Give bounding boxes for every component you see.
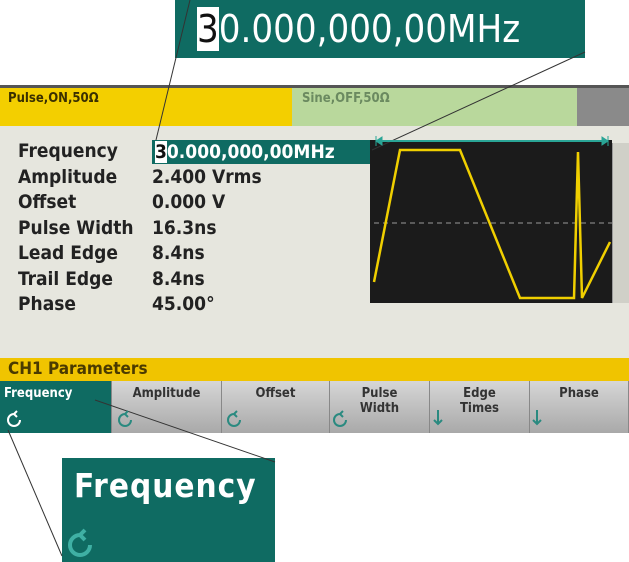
zoom-icon [68, 528, 92, 557]
softkey-icon [7, 410, 21, 427]
parameter-label: Offset [18, 191, 77, 213]
pulse-waveform [372, 148, 612, 300]
period-arrows [375, 136, 609, 146]
zoom-line [94, 399, 276, 463]
softkey-label: Pulse [361, 386, 398, 401]
parameter-value: 45.00° [152, 293, 215, 315]
parameter-label: Amplitude [18, 165, 118, 188]
callout-line [371, 51, 586, 151]
softkey-label: Amplitude [132, 386, 201, 401]
softkey-icon [227, 410, 241, 427]
softkey-icon [118, 410, 132, 427]
waveform-display [370, 140, 612, 303]
channel-2-tab[interactable]: Sine,OFF,50Ω [292, 88, 577, 126]
status-bar: CH1 Parameters [0, 358, 629, 381]
softkey-label: Edge [463, 386, 496, 401]
parameter-label: Trail Edge [18, 267, 113, 290]
parameter-label: Frequency [18, 140, 118, 162]
softkey-label: Phase [559, 386, 599, 401]
zoom-label: Frequency [74, 466, 257, 505]
channel-1-tab[interactable]: Pulse,ON,50Ω [0, 88, 292, 126]
instrument-screen: Pulse,ON,50Ω Sine,OFF,50Ω Frequency Ampli… [0, 85, 629, 433]
parameter-value: 8.4ns [152, 242, 205, 264]
softkey-icon [433, 410, 443, 426]
frequency-value: 0.000,000,00MHz [166, 141, 335, 163]
parameter-label: Lead Edge [18, 242, 118, 264]
frequency-callout: 30.000,000,00MHz [175, 0, 585, 58]
softkey-label: Times [459, 401, 500, 416]
zoom-line [7, 429, 63, 557]
parameter-label: Pulse Width [18, 216, 134, 239]
softkey[interactable]: Pulse Width [330, 381, 430, 433]
softkey[interactable]: Edge Times [430, 381, 530, 433]
parameter-value: 16.3ns [152, 216, 217, 239]
softkey[interactable]: Phase [530, 381, 629, 433]
parameter-value: 8.4ns [152, 267, 205, 290]
softkey-zoom: Frequency [62, 458, 275, 562]
softkey-label: Width [359, 401, 400, 416]
cursor-digit: 3 [155, 141, 167, 163]
softkey-label: Offset [255, 386, 296, 401]
tab-filler [577, 88, 629, 126]
callout-line [155, 0, 191, 141]
parameter-label: Phase [18, 293, 77, 315]
softkey-icon [532, 410, 542, 426]
cursor-digit: 3 [197, 7, 219, 51]
frequency-field[interactable]: 30.000,000,00MHz [152, 140, 370, 164]
waveform-graphics [372, 136, 612, 300]
softkey[interactable]: Offset [222, 381, 330, 433]
softkey-icon [333, 410, 347, 427]
callout-value: 0.000,000,00MHz [218, 7, 521, 51]
side-panel [612, 143, 629, 303]
parameter-value: 2.400 Vrms [152, 165, 262, 188]
parameter-value: 0.000 V [152, 191, 226, 213]
softkey-label: Frequency [4, 386, 73, 401]
